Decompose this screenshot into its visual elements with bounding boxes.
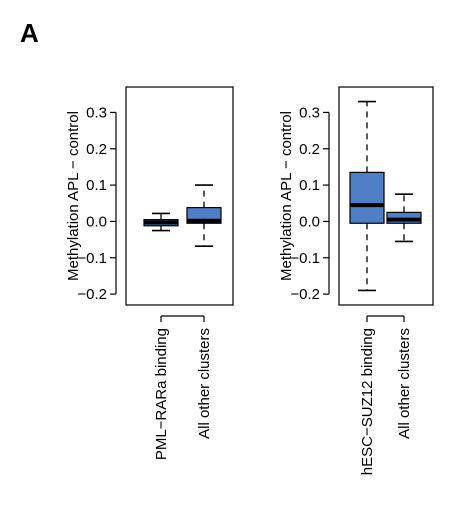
box-0 <box>143 212 179 232</box>
y-tick-label: −0.1 <box>77 250 107 267</box>
y-tick-label: 0.2 <box>299 141 320 158</box>
y-axis-title: Methylation APL − control <box>65 111 82 281</box>
box-0 <box>349 100 385 292</box>
plot-frame <box>125 86 234 306</box>
y-tick-label: −0.2 <box>77 286 107 303</box>
iqr-box <box>349 171 385 224</box>
y-tick-label: 0.0 <box>299 213 320 230</box>
plot-frame <box>338 86 434 306</box>
y-axis-title: Methylation APL − control <box>278 111 295 281</box>
y-tick-label: 0.2 <box>86 141 107 158</box>
box-1 <box>186 184 222 247</box>
category-label: All other clusters <box>396 328 413 439</box>
category-label: hESC−SUZ12 binding <box>359 328 376 475</box>
y-tick-label: 0.1 <box>299 177 320 194</box>
category-label: All other clusters <box>196 328 213 439</box>
y-tick-label: 0.3 <box>299 104 320 121</box>
panel-letter: A <box>20 18 39 48</box>
y-tick-label: −0.2 <box>290 286 320 303</box>
y-tick-label: 0.1 <box>86 177 107 194</box>
category-label: PML−RARa binding <box>153 328 170 460</box>
y-tick-label: 0.3 <box>86 104 107 121</box>
y-tick-label: 0.0 <box>86 213 107 230</box>
y-tick-label: −0.1 <box>290 250 320 267</box>
box-1 <box>386 193 422 243</box>
